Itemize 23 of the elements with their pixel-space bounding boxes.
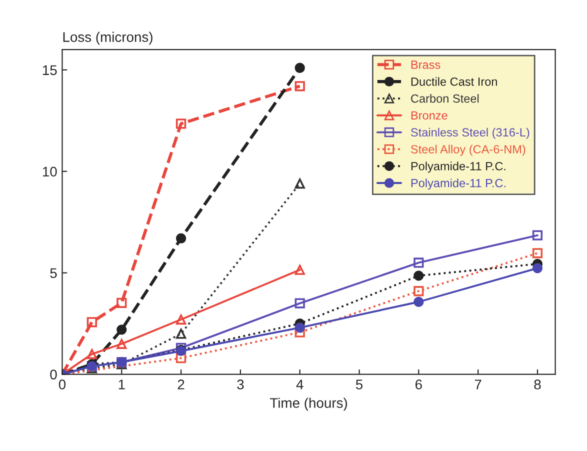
x-tick-label: 3: [237, 380, 244, 390]
legend-label: Polyamide-11 P.C.: [411, 178, 506, 190]
legend-label: Brass: [411, 60, 440, 69]
x-tick-label: 1: [118, 380, 125, 390]
x-tick-label: 6: [416, 380, 422, 390]
legend-label: Stainless Steel (316-L): [411, 128, 530, 139]
legend-label: Ductile Cast Iron: [411, 77, 497, 86]
legend-label: Carbon Steel: [411, 94, 479, 103]
y-axis-title: Loss (microns): [63, 32, 152, 45]
x-tick-label: 0: [58, 380, 66, 390]
x-tick-label: 4: [296, 380, 304, 390]
legend-label: Steel Alloy (CA-6-NM): [411, 144, 526, 156]
x-axis-title: Time (hours): [270, 398, 347, 411]
y-tick-label: 10: [42, 166, 57, 177]
legend-label: Polyamide-11 P.C.: [411, 162, 506, 173]
y-tick-label: 5: [50, 268, 57, 278]
y-tick-label: 0: [50, 370, 57, 380]
legend-label: Bronze: [411, 111, 448, 120]
x-tick-label: 7: [474, 380, 482, 390]
y-tick-label: 15: [42, 65, 57, 76]
x-tick-label: 2: [178, 380, 184, 390]
x-tick-label: 5: [356, 380, 363, 390]
x-tick-label: 8: [534, 380, 541, 390]
